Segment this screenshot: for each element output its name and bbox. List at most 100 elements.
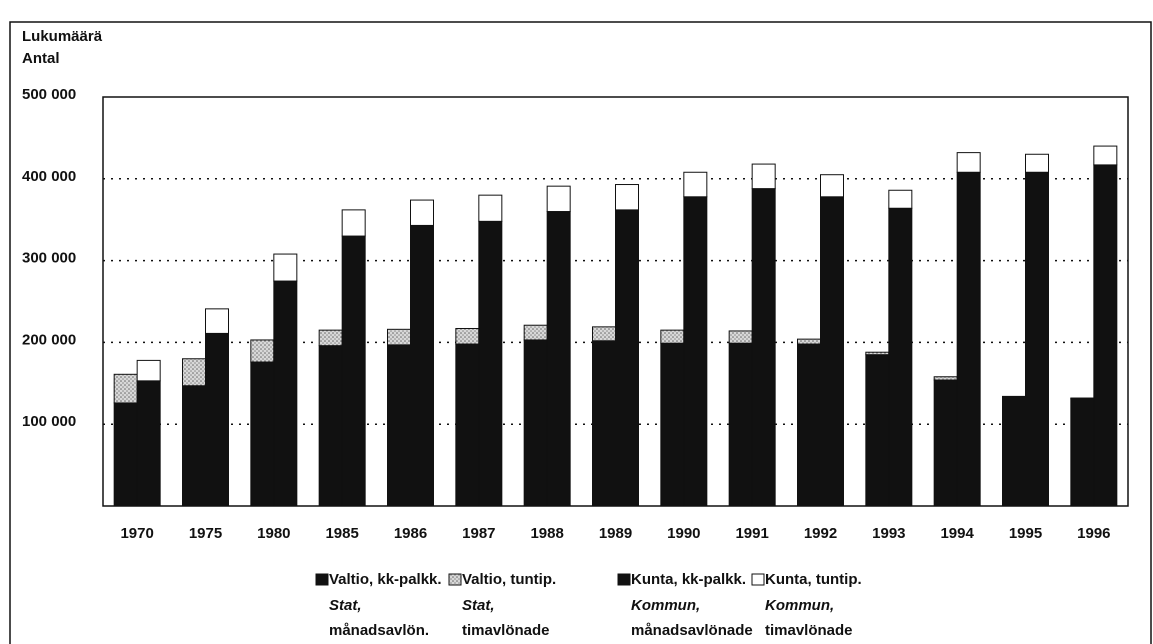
legend-label: Kommun, — [631, 597, 700, 614]
bar-segment — [1025, 153, 1049, 173]
bar-segment — [205, 308, 229, 334]
x-tick-label: 1992 — [804, 525, 837, 542]
legend-label: Kunta, kk-palkk. — [631, 571, 746, 588]
bar-segment — [797, 343, 821, 507]
bar-segment — [205, 332, 229, 507]
bar-segment — [1025, 171, 1049, 507]
bar-segment — [820, 174, 844, 198]
x-tick-label: 1985 — [325, 525, 358, 542]
bar-segment — [615, 184, 639, 211]
bar-segment — [888, 207, 913, 507]
bar-segment — [1002, 395, 1026, 398]
bar-segment — [888, 189, 913, 209]
bar-segment — [387, 344, 411, 507]
bar-segment — [523, 339, 548, 507]
bar-segment — [273, 280, 298, 507]
frame — [9, 21, 1152, 644]
bar-segment — [478, 194, 503, 222]
legend-swatch — [617, 573, 631, 586]
bar-segment — [615, 209, 639, 507]
bar-segment — [455, 327, 480, 345]
bar-segment — [1070, 398, 1095, 507]
y-axis-label: Lukumäärä — [22, 28, 103, 45]
bar-segment — [660, 342, 685, 507]
bar-segment — [113, 402, 138, 507]
x-tick-label: 1995 — [1009, 525, 1042, 542]
bar-segment — [318, 329, 343, 347]
bar-segment — [136, 380, 161, 507]
bar-segment — [797, 338, 821, 345]
bar-segment — [592, 340, 616, 507]
x-tick-label: 1988 — [530, 525, 563, 542]
x-tick-label: 1991 — [735, 525, 768, 542]
x-tick-label: 1987 — [462, 525, 495, 542]
legend-label: timavlönade — [462, 622, 550, 639]
legend-label: Stat, — [329, 597, 362, 614]
legend-label: månadsavlönade — [631, 622, 753, 639]
bar-segment — [956, 152, 981, 173]
legend-swatch — [315, 573, 329, 586]
y-tick-label: 300 000 — [22, 250, 76, 267]
bar-segment — [683, 171, 708, 198]
x-tick-label: 1980 — [257, 525, 290, 542]
bar-segment — [341, 235, 366, 507]
legend-label: Kommun, — [765, 597, 834, 614]
x-tick-label: 1986 — [394, 525, 427, 542]
legend-label: timavlönade — [765, 622, 853, 639]
y-tick-label: 500 000 — [22, 86, 76, 103]
y-tick-label: 400 000 — [22, 168, 76, 185]
bar-segment — [273, 253, 298, 282]
bar-segment — [410, 224, 434, 507]
bar-segment — [683, 196, 708, 507]
bar-segment — [523, 324, 548, 341]
legend-label: Stat, — [462, 597, 495, 614]
x-tick-label: 1994 — [940, 525, 974, 542]
bar-segment — [865, 351, 890, 356]
bar-segment — [478, 220, 503, 507]
bar-segment — [546, 211, 571, 507]
bar-segment — [956, 171, 981, 507]
x-tick-label: 1990 — [667, 525, 700, 542]
legend-swatch — [448, 573, 462, 586]
x-tick-label: 1975 — [189, 525, 222, 542]
bar-segment — [341, 209, 366, 237]
x-tick-label: 1996 — [1077, 525, 1110, 542]
bar-segment — [318, 345, 343, 507]
bar-segment — [1093, 145, 1118, 166]
bar-segment — [865, 354, 890, 507]
bar-segment — [182, 385, 206, 507]
bar-segment — [751, 163, 776, 190]
bar-segment — [1002, 396, 1026, 507]
x-tick-label: 1970 — [120, 525, 153, 542]
bar-segment — [728, 330, 753, 344]
x-tick-label: 1993 — [872, 525, 905, 542]
legend-label: månadsavlön. — [329, 622, 429, 639]
x-tick-label: 1989 — [599, 525, 632, 542]
bar-segment — [592, 326, 616, 342]
bar-segment — [933, 376, 958, 381]
bar-segment — [660, 329, 685, 344]
bar-segment — [387, 328, 411, 346]
y-tick-label: 200 000 — [22, 331, 76, 348]
bar-segment — [455, 343, 480, 507]
bar-segment — [933, 379, 958, 507]
y-axis-label: Antal — [22, 50, 60, 67]
bar-segment — [182, 358, 206, 387]
bar-segment — [113, 373, 138, 404]
bar-segment — [410, 199, 434, 226]
bar-segment — [820, 196, 844, 507]
bar-segment — [250, 361, 275, 507]
bar-segment — [728, 342, 753, 507]
bar-segment — [1070, 397, 1095, 400]
legend-swatch — [751, 573, 765, 586]
y-tick-label: 100 000 — [22, 413, 76, 430]
legend-label: Valtio, kk-palkk. — [329, 571, 442, 588]
legend-label: Kunta, tuntip. — [765, 571, 862, 588]
bar-segment — [136, 359, 161, 382]
bar-segment — [751, 188, 776, 507]
bar-segment — [1093, 164, 1118, 507]
legend-label: Valtio, tuntip. — [462, 571, 556, 588]
bar-segment — [250, 339, 275, 363]
bar-segment — [546, 185, 571, 213]
